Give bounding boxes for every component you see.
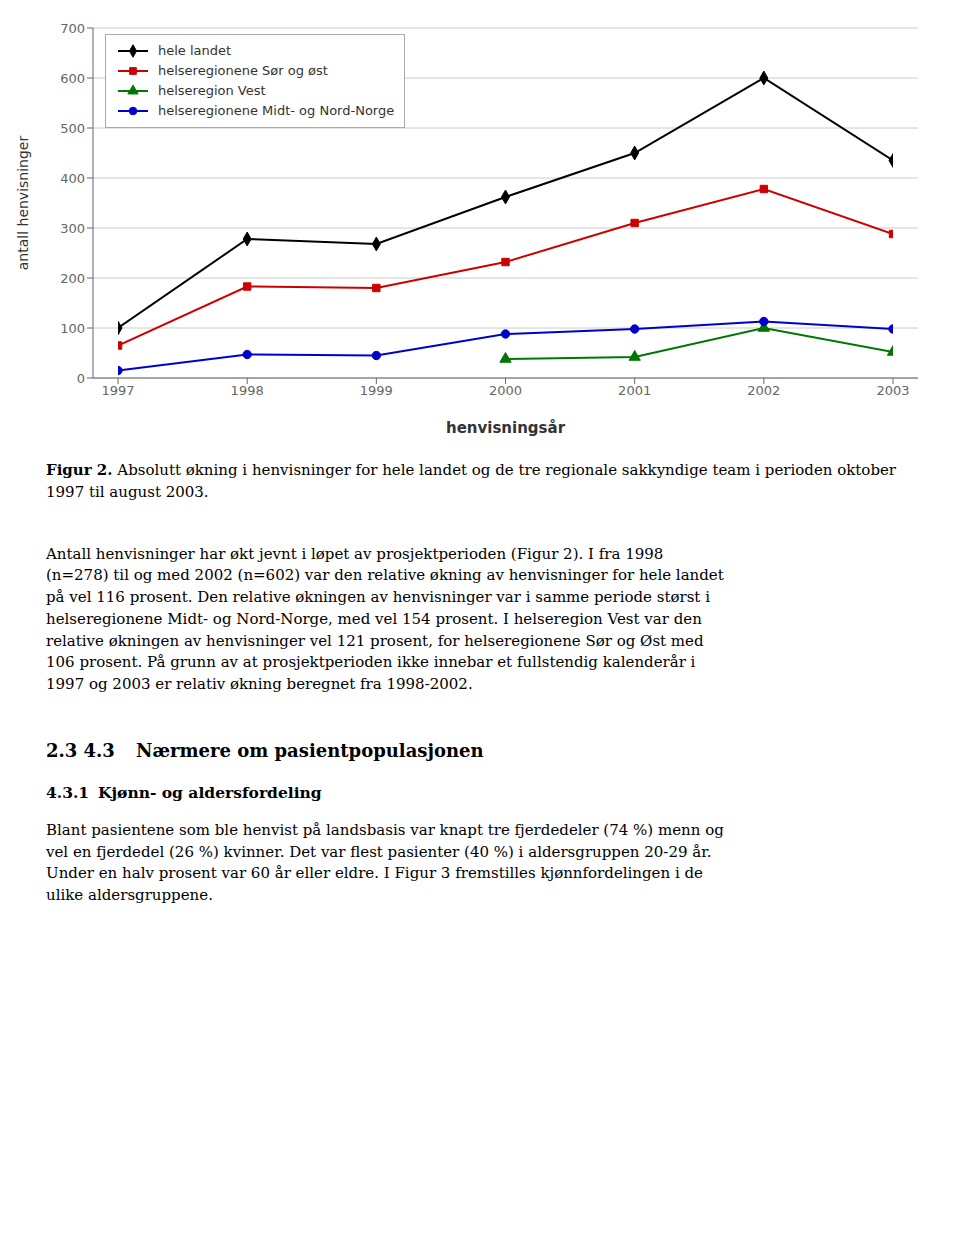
svg-text:1998: 1998 (231, 383, 264, 398)
svg-text:200: 200 (60, 271, 85, 286)
html-text:Figur 2. Absolutt økning i hen: Figur 2. Absolutt økning i henvisninger … (46, 461, 901, 501)
html-text:relative økningen av henvisnin: relative økningen av henvisninger vel 12… (46, 631, 704, 650)
html-text:helseregionene Sør og øst: helseregionene Sør og øst (158, 63, 328, 78)
svg-text:100: 100 (60, 321, 85, 336)
svg-text:henvisningsår: henvisningsår (446, 419, 566, 437)
html-text:106 prosent. På grunn av at pr: 106 prosent. På grunn av at prosjektperi… (46, 653, 696, 672)
svg-text:1999: 1999 (360, 383, 393, 398)
svg-text:2002: 2002 (747, 383, 780, 398)
svg-text:2003: 2003 (876, 383, 909, 398)
html-text:1997 og 2003 er relativ økning: 1997 og 2003 er relativ økning beregnet … (46, 675, 473, 693)
html-text:vel en fjerdedel (26 %) kvinne: vel en fjerdedel (26 %) kvinner. Det var… (46, 842, 712, 861)
svg-text:2000: 2000 (489, 383, 522, 398)
svg-text:antall henvisninger: antall henvisninger (15, 136, 31, 271)
svg-text:2001: 2001 (618, 383, 651, 398)
html-text:ulike aldersgruppene.: ulike aldersgruppene. (46, 886, 213, 904)
html-text:Under en halv prosent var 60 å: Under en halv prosent var 60 år eller el… (46, 864, 703, 883)
html-text:4.3.1: 4.3.1 (46, 782, 90, 802)
html-text:(n=278) til og med 2002 (n=602: (n=278) til og med 2002 (n=602) var den … (46, 566, 724, 585)
svg-text:400: 400 (60, 171, 85, 186)
html-text:hele landet: hele landet (158, 43, 232, 58)
svg-text:600: 600 (60, 71, 85, 86)
html-text:2.3 4.3: 2.3 4.3 (46, 739, 115, 761)
html-text:Blant pasientene som ble henvi: Blant pasientene som ble henvist på land… (46, 820, 724, 839)
svg-text:700: 700 (60, 21, 85, 36)
html-text:helseregionene Midt- og Nord-N: helseregionene Midt- og Nord-Norge, med … (46, 609, 702, 628)
svg-text:1997: 1997 (101, 383, 134, 398)
html-text:på vel 116 prosent. Den relati: på vel 116 prosent. Den relative økninge… (46, 588, 710, 606)
svg-text:300: 300 (60, 221, 85, 236)
html-text:Antall henvisninger har økt je: Antall henvisninger har økt jevnt i løpe… (46, 544, 664, 563)
svg-text:500: 500 (60, 121, 85, 136)
html-text:Nærmere om pasientpopulasjonen: Nærmere om pasientpopulasjonen (136, 739, 484, 761)
html-text:Kjønn- og aldersfordeling: Kjønn- og aldersfordeling (98, 782, 322, 802)
html-text:helseregionene Midt- og Nord-N: helseregionene Midt- og Nord-Norge (158, 103, 395, 118)
svg-text:0: 0 (77, 371, 85, 386)
html-text:helseregion Vest: helseregion Vest (158, 83, 266, 98)
